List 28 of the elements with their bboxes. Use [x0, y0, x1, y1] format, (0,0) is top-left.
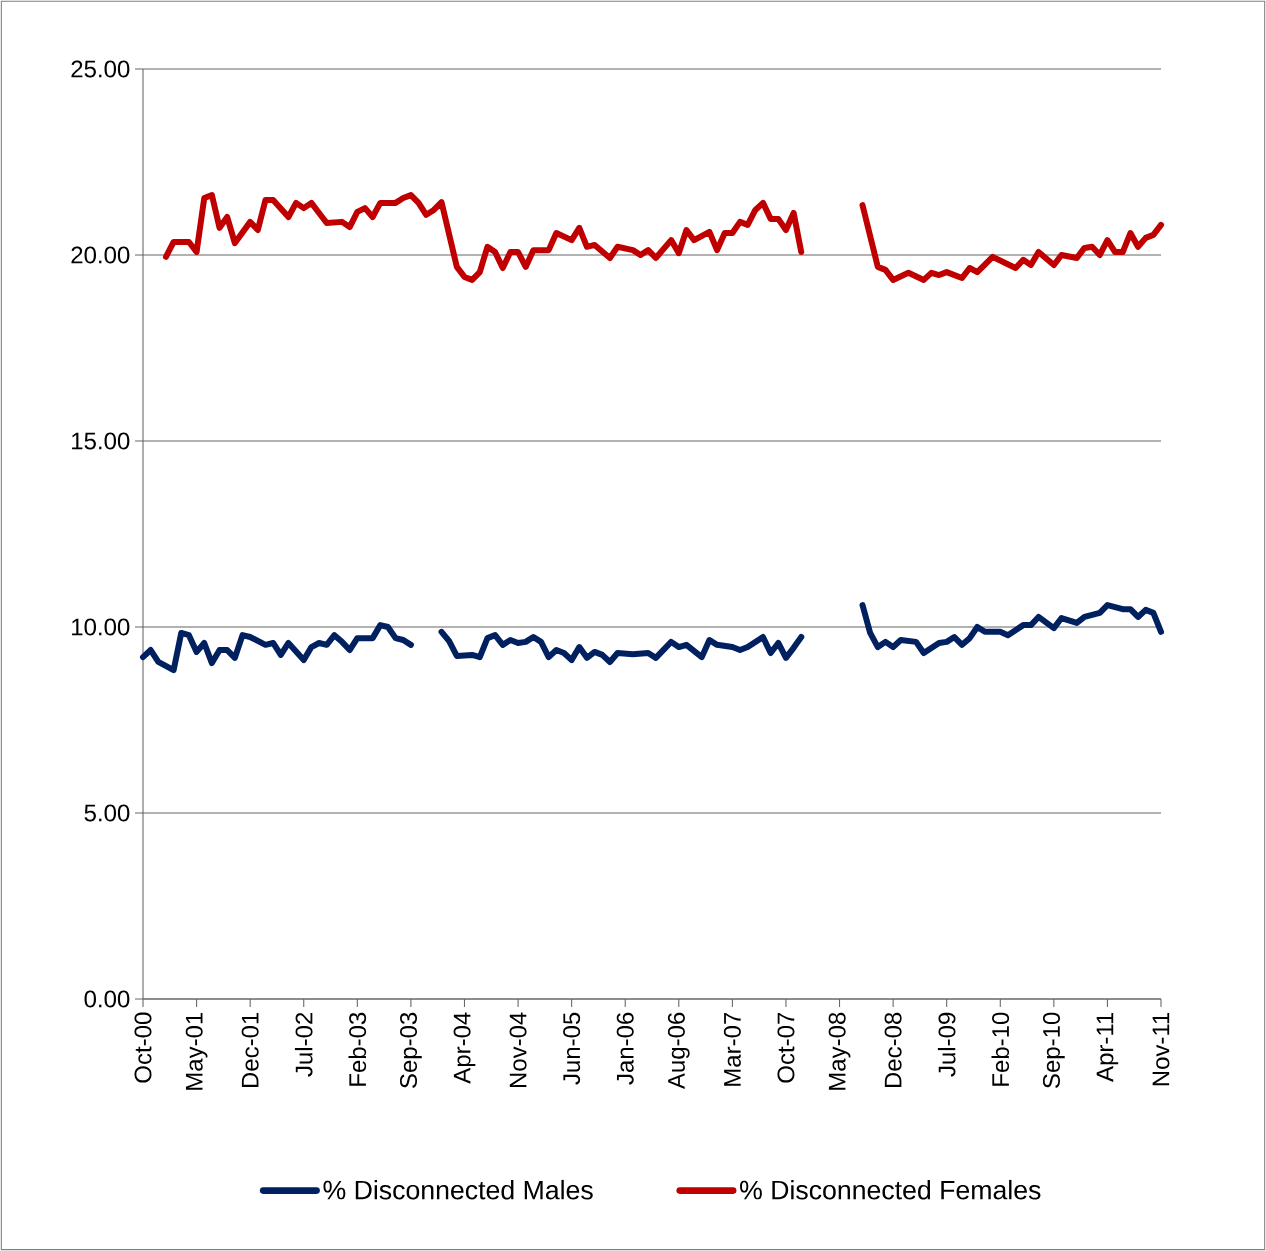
y-tick-label: 0.00 — [84, 990, 130, 1008]
x-tick-label: Nov-11 — [1152, 1012, 1170, 1086]
y-tick-label: 10.00 — [72, 618, 130, 636]
legend-label: % Disconnected Females — [740, 1179, 1041, 1200]
y-tick-label: 20.00 — [71, 246, 130, 264]
x-tick-label: Sep-03 — [400, 1012, 422, 1088]
x-tick-label: Oct-00 — [134, 1012, 152, 1083]
x-tick-label: Jun-05 — [563, 1012, 581, 1085]
x-tick-label: May-01 — [185, 1012, 208, 1090]
x-tick-label: Oct-07 — [777, 1012, 795, 1083]
x-tick-label: Mar-07 — [723, 1012, 741, 1086]
x-tick-label: Jul-09 — [937, 1012, 956, 1077]
x-tick-label: Apr-11 — [1096, 1012, 1119, 1082]
x-tick-label: May-08 — [828, 1012, 851, 1090]
x-tick-label: Feb-10 — [991, 1012, 1010, 1086]
x-tick-label: Dec-08 — [884, 1012, 902, 1088]
y-tick-label: 5.00 — [84, 804, 130, 822]
x-tick-label: Nov-04 — [509, 1012, 527, 1088]
x-tick-label: Jan-06 — [616, 1012, 634, 1085]
x-tick-label: Dec-01 — [241, 1012, 259, 1088]
x-tick-label: Feb-03 — [348, 1012, 367, 1086]
y-tick-label: 25.00 — [71, 60, 130, 78]
x-tick-label: Apr-04 — [453, 1012, 476, 1084]
x-tick-label: Sep-10 — [1042, 1012, 1065, 1088]
x-tick-label: Aug-06 — [667, 1012, 690, 1090]
y-tick-label: 15.00 — [72, 432, 130, 450]
x-tick-label: Jul-02 — [294, 1012, 313, 1077]
legend-label: % Disconnected Males — [323, 1179, 593, 1200]
